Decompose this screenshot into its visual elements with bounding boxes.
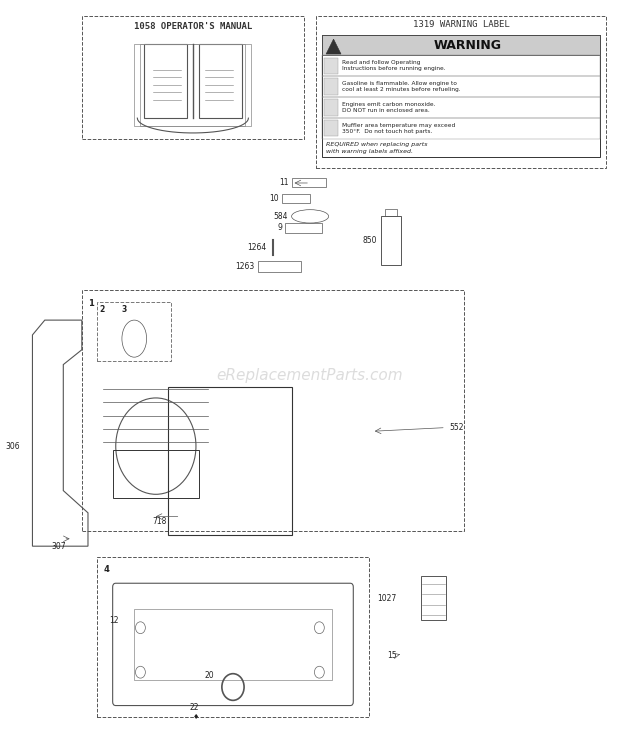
Bar bbox=[82, 290, 464, 531]
Text: ♦: ♦ bbox=[193, 713, 199, 719]
Text: 22: 22 bbox=[190, 702, 199, 711]
Text: 11: 11 bbox=[279, 178, 288, 187]
Bar bbox=[322, 97, 600, 118]
Bar bbox=[322, 76, 600, 97]
Bar bbox=[322, 56, 600, 76]
Bar bbox=[113, 450, 199, 498]
Text: 1027: 1027 bbox=[377, 594, 396, 603]
Bar bbox=[421, 576, 446, 620]
Text: 850: 850 bbox=[362, 236, 377, 245]
Text: Read and follow Operating
Instructions before running engine.: Read and follow Operating Instructions b… bbox=[342, 60, 446, 71]
Bar bbox=[381, 217, 401, 265]
Text: Gasoline is flammable. Allow engine to
cool at least 2 minutes before refueling.: Gasoline is flammable. Allow engine to c… bbox=[342, 81, 461, 92]
Bar bbox=[324, 58, 338, 74]
Text: 584: 584 bbox=[273, 212, 288, 221]
Bar bbox=[324, 120, 338, 136]
Bar bbox=[285, 223, 322, 233]
Text: Muffler area temperature may exceed
350°F.  Do not touch hot parts.: Muffler area temperature may exceed 350°… bbox=[342, 123, 456, 134]
Text: 9: 9 bbox=[278, 223, 282, 232]
Text: 1058 OPERATOR'S MANUAL: 1058 OPERATOR'S MANUAL bbox=[134, 22, 252, 31]
Text: eReplacementParts.com: eReplacementParts.com bbox=[217, 368, 404, 383]
Bar bbox=[140, 44, 252, 126]
Bar bbox=[135, 44, 246, 126]
Text: 2: 2 bbox=[99, 305, 104, 314]
Text: Engines emit carbon monoxide.
DO NOT run in enclosed area.: Engines emit carbon monoxide. DO NOT run… bbox=[342, 102, 436, 113]
Bar bbox=[316, 16, 606, 168]
Text: WARNING: WARNING bbox=[433, 39, 502, 51]
Bar bbox=[322, 35, 600, 157]
Bar bbox=[324, 78, 338, 94]
Text: 307: 307 bbox=[51, 542, 66, 551]
Bar bbox=[322, 118, 600, 138]
Text: 4: 4 bbox=[104, 565, 109, 574]
Bar bbox=[258, 261, 301, 272]
Polygon shape bbox=[326, 39, 341, 54]
Text: REQUIRED when replacing parts
with warning labels affixed.: REQUIRED when replacing parts with warni… bbox=[326, 143, 427, 154]
Bar bbox=[135, 609, 332, 679]
Bar bbox=[168, 387, 291, 535]
Text: 552: 552 bbox=[449, 423, 463, 432]
Bar bbox=[322, 35, 600, 56]
Bar bbox=[97, 301, 171, 361]
Text: 1264: 1264 bbox=[247, 243, 267, 252]
Bar bbox=[97, 557, 369, 716]
Text: 15: 15 bbox=[387, 651, 396, 660]
Text: 1263: 1263 bbox=[236, 262, 255, 272]
Bar bbox=[324, 99, 338, 115]
Text: 718: 718 bbox=[153, 517, 167, 526]
Text: 306: 306 bbox=[6, 442, 20, 451]
Bar bbox=[82, 16, 304, 138]
Text: 1: 1 bbox=[88, 299, 94, 308]
Bar bbox=[385, 209, 397, 217]
Text: 3: 3 bbox=[122, 305, 127, 314]
Bar bbox=[282, 194, 310, 203]
Bar bbox=[291, 178, 326, 187]
Text: 12: 12 bbox=[109, 616, 119, 625]
Text: 20: 20 bbox=[205, 671, 215, 681]
Text: 1319 WARNING LABEL: 1319 WARNING LABEL bbox=[413, 20, 510, 29]
Text: 10: 10 bbox=[270, 194, 279, 203]
